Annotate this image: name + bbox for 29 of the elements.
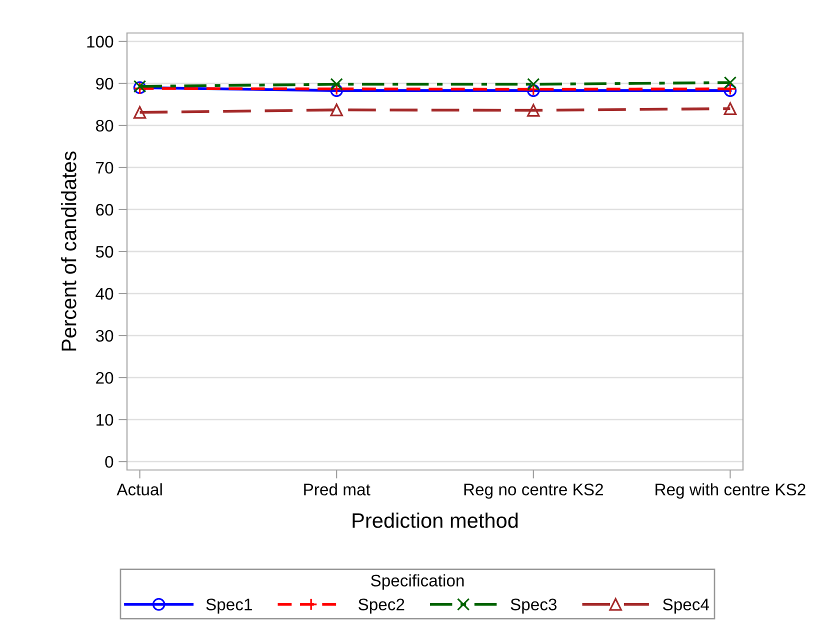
y-tick-label: 80 [96, 120, 114, 132]
legend-label: Spec1 [206, 598, 252, 614]
y-tick-label: 70 [96, 162, 114, 174]
x-tick-label: Reg with centre KS2 [656, 483, 806, 499]
y-tick-label: 40 [96, 288, 114, 300]
x-tick-label: Actual [116, 483, 162, 496]
point [724, 102, 737, 116]
x-tick-label: Pred mat [304, 483, 370, 496]
y-tick-label: 60 [96, 204, 114, 216]
point [527, 78, 540, 91]
legend-title: Specification [371, 574, 464, 590]
point [527, 104, 540, 117]
y-axis-title: Percent of candidates [61, 151, 76, 351]
y-tick-label: 100 [87, 36, 114, 48]
point [724, 76, 737, 89]
point [133, 106, 146, 119]
y-tick-label: 10 [96, 414, 114, 426]
point [330, 78, 343, 91]
legend-label: Spec4 [663, 598, 710, 614]
point [330, 104, 343, 116]
y-tick-label: 50 [96, 246, 114, 258]
legend-label: Spec3 [510, 598, 557, 614]
y-tick-label: 30 [96, 330, 114, 342]
y-tick-label: 0 [105, 456, 114, 468]
y-tick-label: 20 [96, 372, 114, 384]
x-tick-label: Reg no centre KS2 [464, 484, 603, 499]
legend-label: Spec2 [358, 598, 404, 614]
y-tick-label: 90 [96, 78, 114, 90]
x-axis-title: Prediction method [352, 512, 518, 528]
